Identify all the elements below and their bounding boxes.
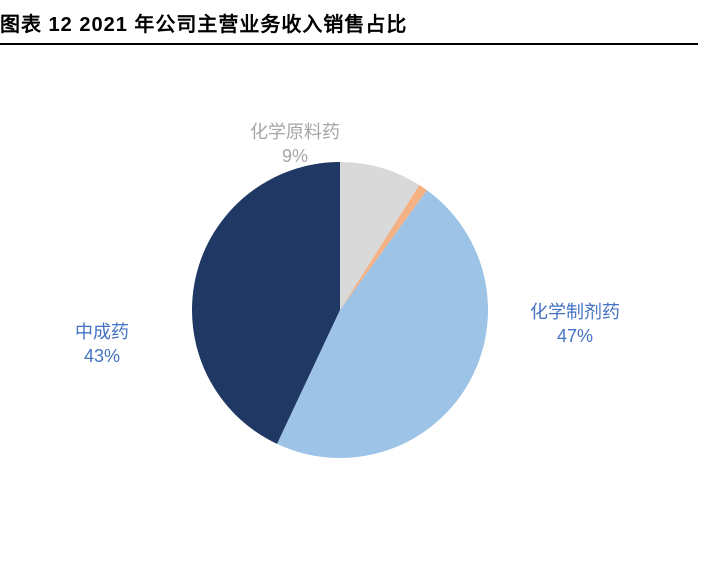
chart-title-bar: 图表 12 2021 年公司主营业务收入销售占比 — [0, 0, 698, 45]
pie-label-name: 化学原料药 — [250, 120, 340, 144]
pie-label: 化学原料药9% — [250, 120, 340, 169]
pie-label: 化学制剂药47% — [530, 300, 620, 349]
pie-label-value: 43% — [75, 344, 129, 368]
chart-title: 图表 12 2021 年公司主营业务收入销售占比 — [0, 8, 698, 37]
pie-label-name: 中成药 — [75, 320, 129, 344]
pie-chart: 化学原料药9% 化学制剂药47% 中成药43% — [0, 45, 706, 565]
pie-label-value: 9% — [250, 144, 340, 168]
pie-label: 中成药43% — [75, 320, 129, 369]
pie-label-value: 47% — [530, 324, 620, 348]
pie-label-name: 化学制剂药 — [530, 300, 620, 324]
pie-graphic — [190, 160, 490, 460]
